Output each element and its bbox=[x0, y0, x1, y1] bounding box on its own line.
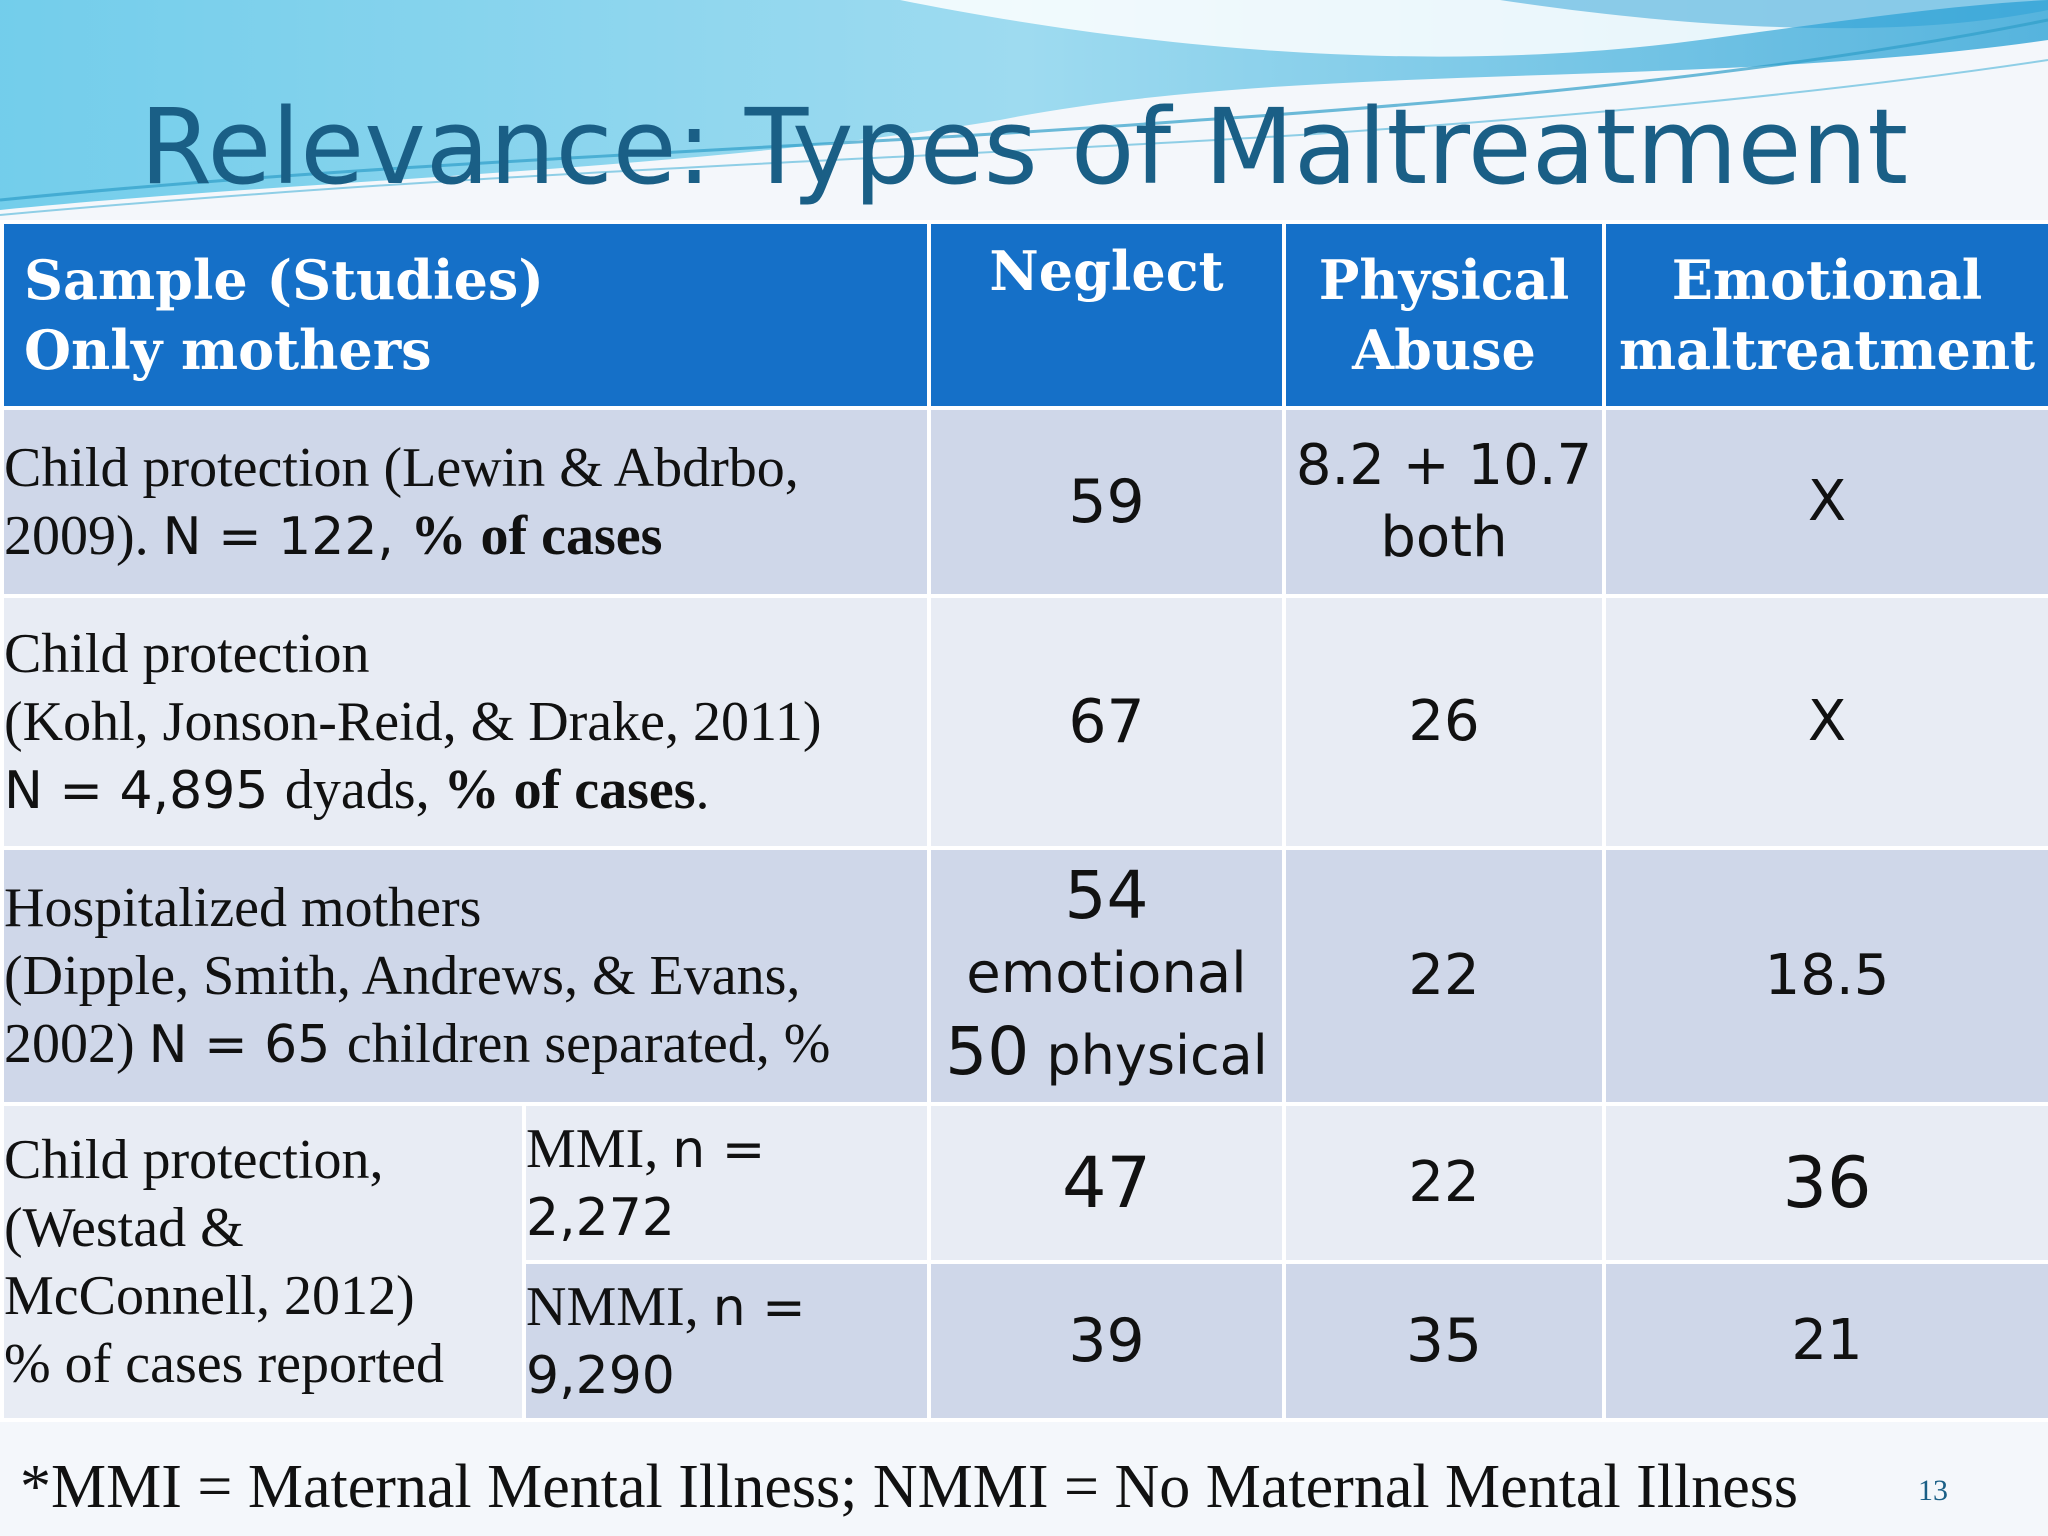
physical-abuse-value: 22 bbox=[1282, 1102, 1607, 1264]
table-row: Child protection, (Westad & McConnell, 2… bbox=[0, 1102, 2048, 1422]
emotional-value: X bbox=[1602, 406, 2048, 598]
slide-title: Relevance: Types of Maltreatment bbox=[139, 86, 1909, 208]
footnote: *MMI = Maternal Mental Illness; NMMI = N… bbox=[20, 1453, 1799, 1521]
neglect-value: 67 bbox=[927, 594, 1287, 850]
neglect-value: 39 bbox=[927, 1260, 1287, 1422]
neglect-value: 47 bbox=[927, 1102, 1287, 1264]
table-row: Child protection (Kohl, Jonson-Reid, & D… bbox=[0, 594, 2048, 850]
header-sample: Sample (Studies) Only mothers bbox=[0, 220, 932, 410]
physical-abuse-value: 35 bbox=[1282, 1260, 1607, 1422]
physical-abuse-value: 26 bbox=[1282, 594, 1607, 850]
neglect-value: 59 bbox=[927, 406, 1287, 598]
table-row: NMMI, n = 9,290 39 35 21 bbox=[2, 1260, 2048, 1422]
emotional-value: X bbox=[1602, 594, 2048, 850]
header-neglect: Neglect bbox=[927, 220, 1287, 410]
maltreatment-table: Sample (Studies) Only mothers Neglect Ph… bbox=[0, 220, 2048, 1422]
table-row: Hospitalized mothers (Dipple, Smith, And… bbox=[0, 846, 2048, 1106]
table-row: Child protection (Lewin & Abdrbo, 2009).… bbox=[0, 406, 2048, 598]
page-number: 13 bbox=[1918, 1474, 1948, 1507]
row-description: Child protection (Kohl, Jonson-Reid, & D… bbox=[0, 594, 932, 850]
header-physical-abuse: Physical Abuse bbox=[1282, 220, 1607, 410]
neglect-value: 54 emotional 50 physical bbox=[927, 846, 1287, 1106]
subgroup-nmmi: NMMI, n = 9,290 bbox=[521, 1260, 932, 1422]
physical-abuse-value: 8.2 + 10.7 both bbox=[1282, 406, 1607, 598]
header-emotional-maltreatment: Emotional maltreatment bbox=[1602, 220, 2048, 410]
row-description: Child protection, (Westad & McConnell, 2… bbox=[0, 1102, 526, 1422]
emotional-value: 36 bbox=[1602, 1102, 2048, 1264]
table-header-row: Sample (Studies) Only mothers Neglect Ph… bbox=[0, 220, 2048, 410]
header-wave-decoration bbox=[0, 0, 2048, 230]
subgroup-mmi: MMI, n = 2,272 bbox=[521, 1102, 932, 1264]
row-description: Hospitalized mothers (Dipple, Smith, And… bbox=[0, 846, 932, 1106]
physical-abuse-value: 22 bbox=[1282, 846, 1607, 1106]
emotional-value: 21 bbox=[1602, 1260, 2048, 1422]
row-description: Child protection (Lewin & Abdrbo, 2009).… bbox=[0, 406, 932, 598]
emotional-value: 18.5 bbox=[1602, 846, 2048, 1106]
